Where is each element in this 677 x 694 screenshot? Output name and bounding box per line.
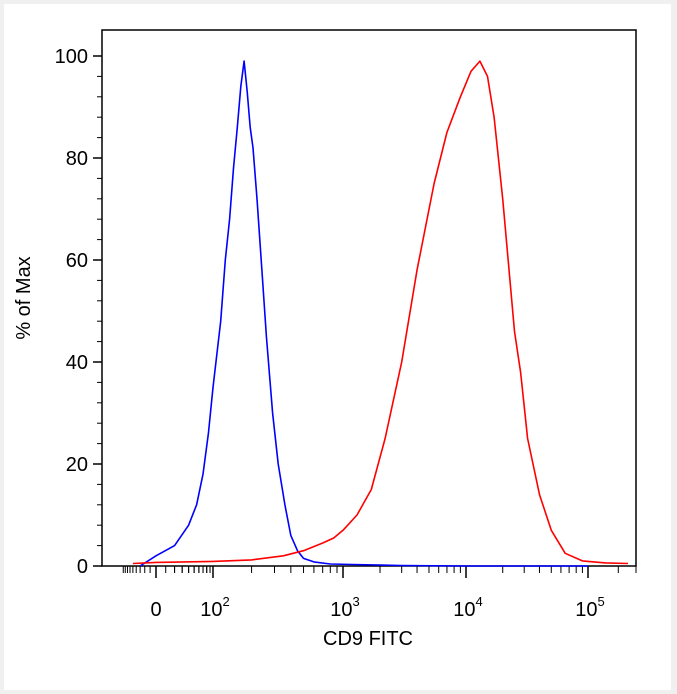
x-tick-label: 0 <box>150 599 161 621</box>
y-tick-label: 0 <box>77 556 88 578</box>
series-line-1 <box>139 60 588 567</box>
x-tick-label: 102 <box>200 594 229 621</box>
y-tick-label: 80 <box>66 148 88 170</box>
y-axis-title: % of Max <box>13 256 35 339</box>
x-tick-label: 104 <box>453 594 482 621</box>
x-minor-ticks <box>122 566 637 573</box>
x-tick-label: 105 <box>575 594 604 621</box>
y-tick-label: 60 <box>66 250 88 272</box>
y-tick-label: 100 <box>55 46 88 68</box>
y-axis: 0 20 40 60 80 100 <box>55 46 102 578</box>
plot-area <box>101 29 637 567</box>
x-axis: 0 102 103 104 105 <box>150 566 605 621</box>
x-axis-title: CD9 FITC <box>323 628 413 650</box>
y-tick-label: 20 <box>66 454 88 476</box>
y-tick-label: 40 <box>66 352 88 374</box>
series-line-2 <box>132 60 629 565</box>
x-tick-label: 103 <box>330 594 359 621</box>
series-group <box>132 60 629 567</box>
